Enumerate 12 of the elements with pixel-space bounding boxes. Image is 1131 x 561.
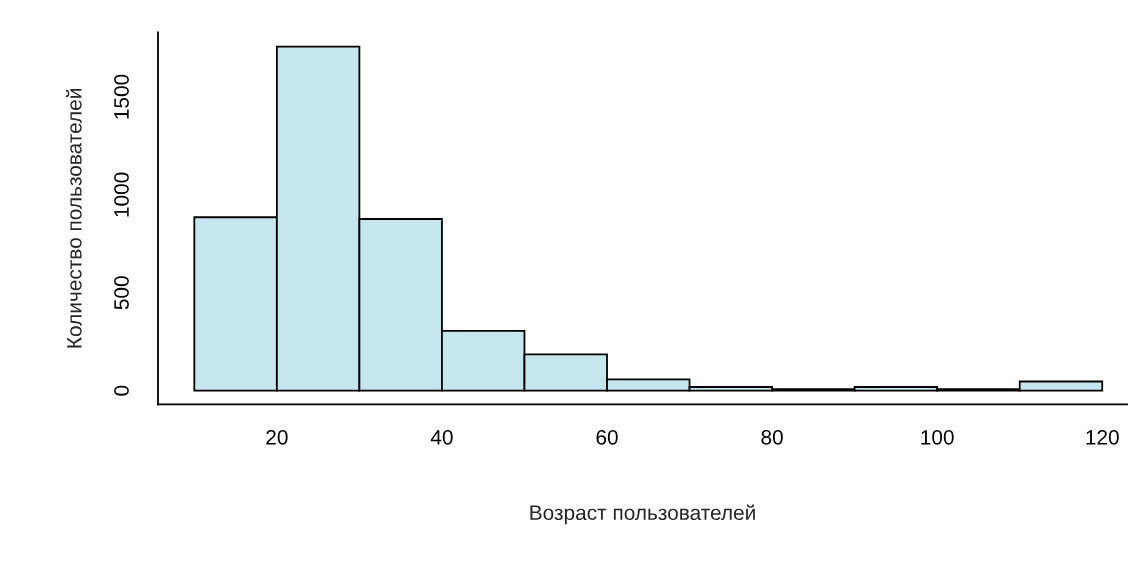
- x-tick-label: 100: [921, 429, 954, 445]
- y-tick-label: 1000: [114, 172, 129, 217]
- x-axis-title: Возраст пользователей: [530, 504, 755, 525]
- x-tick-label: 120: [1086, 429, 1119, 445]
- y-tick-label: 1500: [114, 74, 129, 119]
- y-tick-label: 500: [114, 276, 129, 310]
- x-tick-label: 20: [266, 429, 288, 445]
- x-tick-label: 60: [596, 429, 618, 445]
- y-axis-title: Количество пользователей: [66, 89, 82, 348]
- x-tick-label: 40: [430, 429, 453, 445]
- x-tick-label: 80: [761, 429, 783, 445]
- y-tick-label: 0: [114, 385, 129, 396]
